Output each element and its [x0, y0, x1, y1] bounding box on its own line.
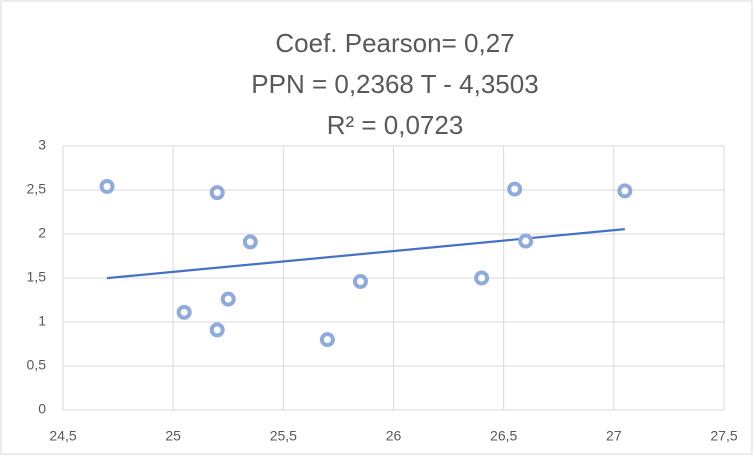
x-tick-label: 27,5: [710, 428, 737, 444]
y-tick-label: 3: [38, 137, 46, 153]
point: [518, 233, 534, 249]
chart-title: R² = 0,0723: [327, 110, 464, 140]
point: [176, 304, 192, 320]
point: [319, 332, 335, 348]
y-tick-label: 2: [38, 225, 46, 241]
point: [99, 178, 115, 194]
point: [242, 234, 258, 250]
point: [209, 322, 225, 338]
chart-title: Coef. Pearson= 0,27: [275, 28, 514, 58]
chart-title: PPN = 0,2368 T - 4,3503: [251, 69, 538, 99]
x-tick-label: 26: [386, 428, 402, 444]
x-tick-label: 25,5: [270, 428, 297, 444]
y-tick-label: 1,5: [27, 269, 47, 285]
x-tick-label: 24,5: [49, 428, 76, 444]
point: [220, 291, 236, 307]
point: [474, 270, 490, 286]
y-tick-label: 2,5: [27, 181, 47, 197]
x-tick-label: 26,5: [490, 428, 517, 444]
x-tick-label: 25: [165, 428, 181, 444]
point: [617, 183, 633, 199]
x-tick-label: 27: [606, 428, 622, 444]
point: [507, 181, 523, 197]
y-tick-label: 0: [38, 401, 46, 417]
point: [209, 185, 225, 201]
trendline: [106, 228, 625, 280]
y-tick-label: 1: [38, 313, 46, 329]
point: [352, 274, 368, 290]
y-tick-label: 0,5: [27, 357, 47, 373]
